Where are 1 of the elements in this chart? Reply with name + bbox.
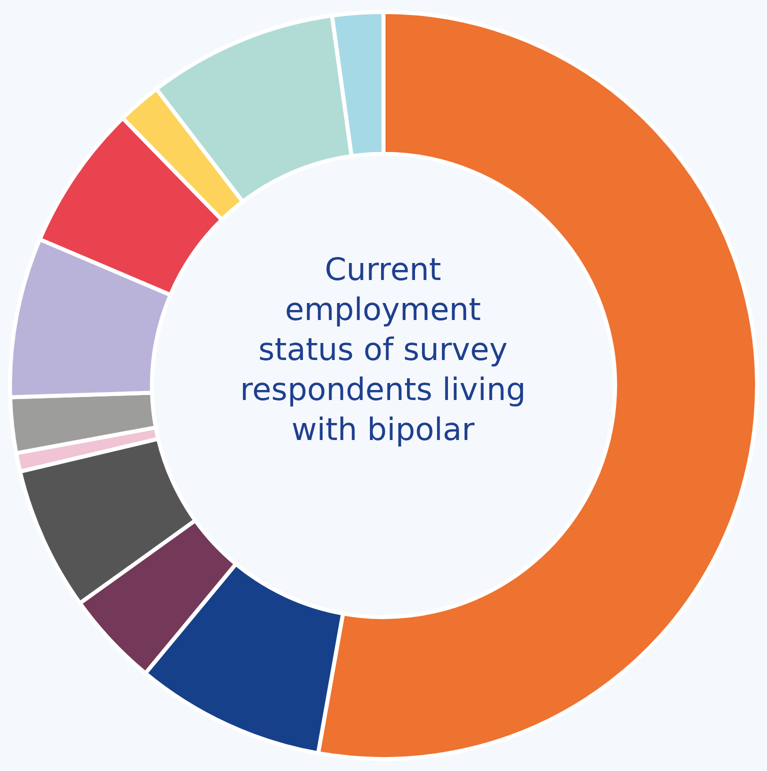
text: Current employment status of survey respondents living with bipolar: [239, 251, 527, 450]
